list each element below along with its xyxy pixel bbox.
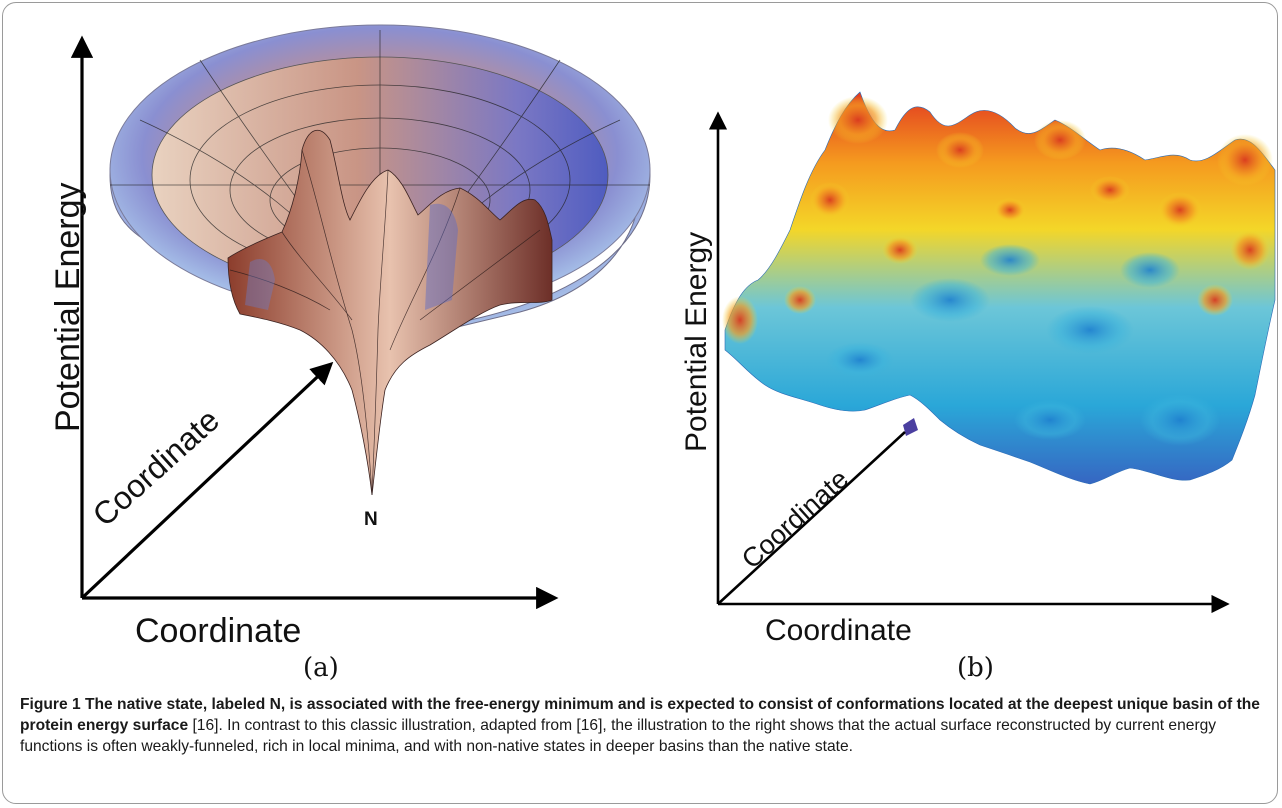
y-axis-label-b: Potential Energy — [680, 232, 713, 452]
caption-body: [16]. In contrast to this classic illust… — [20, 717, 1217, 755]
native-state-marker — [903, 418, 918, 436]
caption-bold: Figure 1 The native state, labeled N, is… — [20, 696, 1260, 734]
funnel-cutaway — [227, 129, 553, 496]
x-axis-label-a: Coordinate — [135, 612, 301, 650]
depth-axis-a — [80, 361, 334, 600]
x-axis-label-b: Coordinate — [765, 614, 912, 647]
landscape-basins — [826, 244, 1220, 446]
depth-axis-label-a: Coordinate — [86, 402, 226, 534]
depth-axis-b — [717, 431, 906, 605]
shade-strip — [425, 203, 458, 310]
figure-caption: Figure 1 The native state, labeled N, is… — [20, 694, 1270, 757]
native-state-label: N — [364, 509, 378, 530]
depth-axis-label-b: Coordinate — [736, 464, 854, 575]
shade-strip — [245, 259, 275, 310]
landscape-peaks — [722, 96, 1273, 344]
panel-b-sublabel: (b) — [957, 653, 994, 683]
funnel-ridges — [229, 149, 541, 496]
y-axis-label-a: Potential Energy — [49, 183, 87, 433]
figure-graphic: Potential Energy Coordinate Coordinate N… — [49, 24, 1276, 683]
panel-a: Potential Energy Coordinate Coordinate N… — [49, 24, 651, 683]
panel-a-sublabel: (a) — [303, 653, 339, 683]
panel-b: Potential Energy Coordinate Coordinate (… — [680, 91, 1276, 683]
